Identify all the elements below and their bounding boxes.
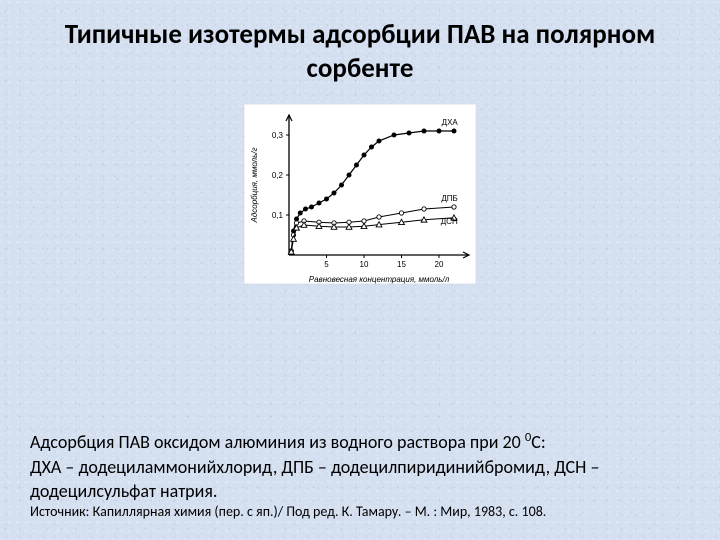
svg-text:ДСН: ДСН	[441, 216, 458, 225]
svg-text:10: 10	[360, 260, 369, 269]
caption-text-post: С:	[531, 431, 545, 453]
page-title: Типичные изотермы адсорбции ПАВ на поляр…	[0, 0, 720, 86]
svg-text:15: 15	[397, 260, 406, 269]
svg-text:ДПБ: ДПБ	[441, 194, 457, 203]
chart-container: 5 10 15 20 0,1 0,2 0,3 Равновесная концентрация…	[0, 104, 720, 284]
adsorption-isotherm-chart: 5 10 15 20 0,1 0,2 0,3 Равновесная концентрация…	[244, 104, 476, 284]
svg-text:Адсорбция, ммоль/г: Адсорбция, ммоль/г	[250, 147, 259, 223]
svg-text:ДХА: ДХА	[442, 118, 459, 127]
caption-line-2: ДХА – додециламмонийхлорид, ДПБ – додеци…	[30, 455, 690, 504]
svg-text:0,1: 0,1	[272, 211, 284, 220]
caption-text-pre: Адсорбция ПАВ оксидом алюминия из водног…	[30, 431, 525, 453]
caption-block: Адсорбция ПАВ оксидом алюминия из водног…	[30, 429, 690, 522]
caption-source: Источник: Капиллярная химия (пер. с яп.)…	[30, 503, 690, 522]
svg-text:0,2: 0,2	[272, 171, 284, 180]
caption-line-1: Адсорбция ПАВ оксидом алюминия из водног…	[30, 429, 690, 454]
svg-text:0,3: 0,3	[272, 131, 284, 140]
svg-text:Равновесная концентрация, ммол: Равновесная концентрация, ммоль/л	[309, 275, 450, 284]
svg-text:20: 20	[435, 260, 444, 269]
svg-text:5: 5	[324, 260, 329, 269]
